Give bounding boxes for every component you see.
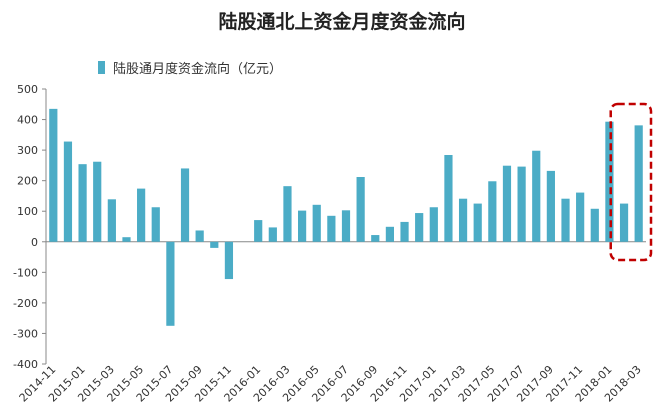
bar	[634, 125, 643, 242]
bar	[180, 168, 190, 242]
bar	[137, 188, 146, 242]
bar	[561, 198, 570, 242]
bar	[473, 203, 482, 242]
bar	[590, 208, 599, 242]
bar	[63, 141, 73, 242]
legend: 陆股通月度资金流向（亿元）	[98, 61, 282, 77]
y-tick-label: 400	[17, 114, 38, 127]
bar	[444, 155, 453, 242]
bar	[356, 177, 365, 242]
bar	[166, 241, 175, 326]
bar	[78, 164, 87, 242]
bar	[517, 166, 526, 242]
bar	[195, 230, 204, 242]
bar	[415, 213, 424, 242]
bar	[458, 198, 468, 242]
bar	[210, 241, 219, 248]
highlight-box	[609, 102, 653, 262]
bar	[268, 227, 277, 242]
bar	[400, 221, 409, 242]
bar	[502, 165, 512, 242]
y-axis: 500 400 300 200 100 0 -100 -200 -300 -400	[13, 83, 646, 371]
bar	[576, 192, 585, 242]
bar	[49, 108, 58, 242]
y-tick-label: 500	[17, 83, 38, 96]
bar	[298, 210, 307, 242]
bar	[385, 226, 394, 242]
y-tick-label: -100	[13, 266, 38, 279]
highlight-box-outline	[609, 102, 653, 262]
legend-swatch	[98, 61, 105, 74]
bar	[371, 235, 380, 242]
bar	[429, 207, 438, 242]
y-tick-label: 100	[17, 205, 38, 218]
legend-label: 陆股通月度资金流向（亿元）	[113, 61, 282, 77]
y-tick-label: -200	[13, 297, 38, 310]
bars	[49, 108, 643, 326]
y-tick-label: 0	[31, 236, 38, 249]
bar	[224, 241, 234, 280]
y-tick-label: -400	[13, 358, 38, 371]
y-tick-label: -300	[13, 327, 38, 340]
bar	[532, 150, 541, 242]
y-tick-label: 200	[17, 175, 38, 188]
bar	[122, 237, 131, 242]
bar	[107, 199, 116, 242]
bar	[488, 181, 497, 242]
bar	[151, 207, 160, 242]
bar	[546, 170, 555, 242]
y-tick-label: 300	[17, 144, 38, 157]
bar	[254, 220, 263, 242]
bar	[283, 186, 292, 242]
x-axis: 2014-112015-012015-032015-052015-072015-…	[17, 363, 644, 405]
bar	[93, 161, 102, 242]
bar	[312, 204, 321, 242]
chart-title: 陆股通北上资金月度资金流向	[218, 10, 465, 33]
bar	[327, 215, 336, 242]
bar	[619, 203, 629, 242]
bar	[341, 210, 351, 242]
bar	[605, 121, 614, 242]
